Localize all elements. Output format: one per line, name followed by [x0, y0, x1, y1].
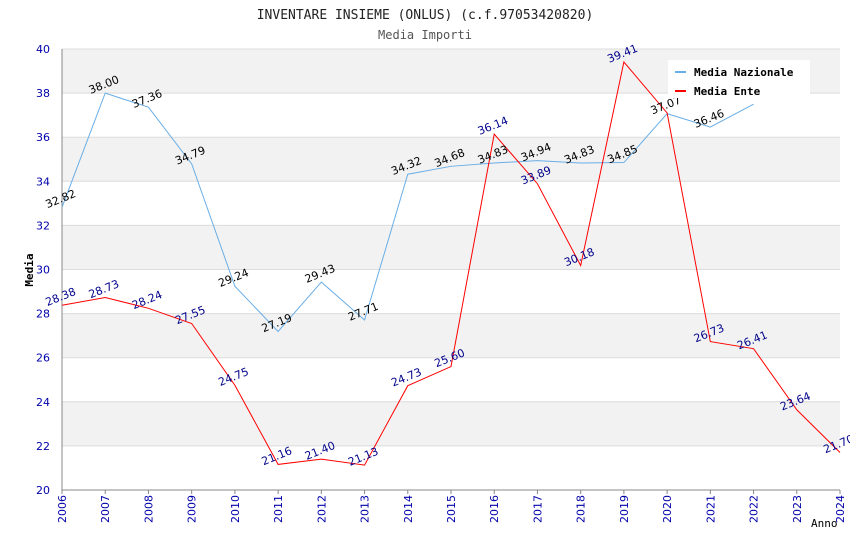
x-tick-label: 2016: [488, 495, 501, 523]
x-tick-label: 2014: [402, 495, 415, 523]
x-tick-label: 2021: [704, 495, 717, 523]
x-tick-label: 2020: [661, 495, 674, 523]
x-tick-label: 2012: [315, 495, 328, 523]
x-tick-label: 2017: [531, 495, 544, 523]
grid-band: [62, 137, 840, 182]
y-tick-label: 32: [36, 219, 50, 232]
grid-band: [62, 225, 840, 270]
x-tick-label: 2024: [834, 495, 847, 523]
x-tick-label: 2013: [359, 495, 372, 523]
y-tick-label: 24: [36, 396, 50, 409]
chart-title: INVENTARE INSIEME (ONLUS) (c.f.970534208…: [257, 8, 594, 23]
x-tick-label: 2010: [229, 495, 242, 523]
legend-label: Media Ente: [694, 85, 761, 98]
grid-band: [62, 445, 840, 490]
legend: Media Nazionale Media Ente: [668, 60, 810, 98]
grid-band: [62, 181, 840, 226]
x-tick-label: 2006: [56, 495, 69, 523]
x-tick-label: 2022: [748, 495, 761, 523]
x-tick-label: 2023: [791, 495, 804, 523]
x-tick-label: 2008: [142, 495, 155, 523]
series-line-media-ente: [61, 60, 841, 466]
legend-label: Media Nazionale: [694, 66, 794, 79]
grid-band: [62, 313, 840, 358]
y-tick-label: 36: [36, 131, 50, 144]
grid-band: [62, 269, 840, 314]
grid-band: [62, 401, 840, 446]
y-tick-label: 40: [36, 43, 50, 56]
x-axis-label: Anno: [811, 517, 838, 530]
x-tick-label: 2009: [186, 495, 199, 523]
grid-band: [62, 93, 840, 138]
y-tick-label: 26: [36, 352, 50, 365]
y-tick-label: 20: [36, 484, 50, 497]
chart-subtitle: Media Importi: [378, 28, 472, 42]
x-tick-label: 2007: [99, 495, 112, 523]
y-axis: 20 22 24 26 28 30 32 34 36 38 40: [36, 43, 63, 497]
x-tick-label: 2011: [272, 495, 285, 523]
x-axis: 2006 2007 2008 2009 2010 2011 2012 2013 2014 2015…: [56, 489, 847, 523]
x-tick-label: 2018: [575, 495, 588, 523]
x-tick-label: 2015: [445, 495, 458, 523]
y-tick-label: 34: [36, 175, 50, 188]
y-tick-label: 30: [36, 264, 50, 277]
y-axis-label: Media: [23, 253, 36, 286]
series-line-media-nazionale: [61, 92, 754, 333]
y-tick-label: 28: [36, 308, 50, 321]
y-tick-label: 22: [36, 440, 50, 453]
legend-box: [668, 60, 810, 98]
plot-background: [62, 48, 840, 491]
x-tick-label: 2019: [618, 495, 631, 523]
y-tick-label: 38: [36, 87, 50, 100]
series-lines: [61, 60, 841, 466]
